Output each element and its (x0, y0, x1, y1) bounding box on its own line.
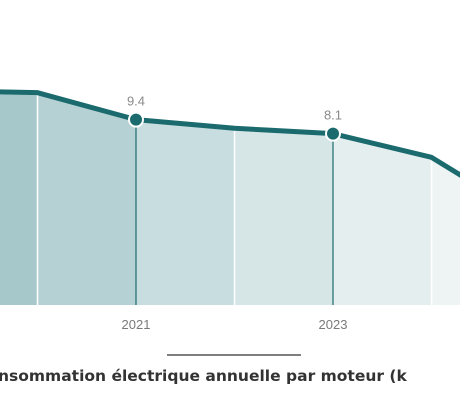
value-label: 8.1 (324, 108, 342, 123)
foreground: 2021 2023 9.4 8.1 (0, 89, 460, 332)
area-band (136, 90, 235, 305)
area-band (0, 90, 38, 305)
area-band (37, 90, 136, 305)
line (0, 89, 460, 178)
area-band (431, 90, 460, 305)
point-marker (325, 125, 341, 142)
x-tick-label: 2021 (122, 317, 151, 332)
value-label: 9.4 (127, 94, 145, 109)
x-tick-label: 2023 (319, 317, 348, 332)
chart-title: nsommation électrique annuelle par moteu… (0, 367, 407, 385)
area-bands (0, 90, 460, 305)
point-marker (128, 111, 144, 128)
area-band (234, 90, 333, 305)
